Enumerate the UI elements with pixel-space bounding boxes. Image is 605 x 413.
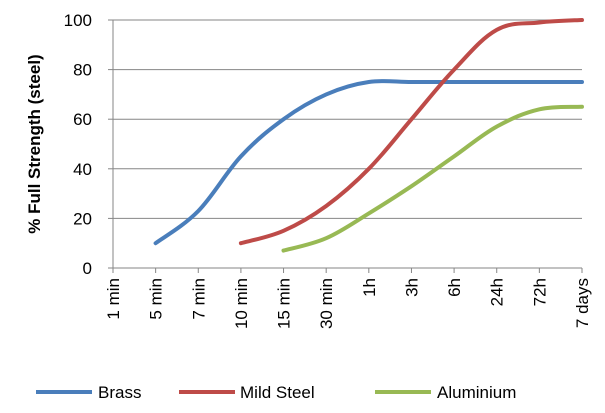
x-tick-label: 7 days xyxy=(573,278,592,328)
x-tick-label: 24h xyxy=(488,278,507,306)
gridlines xyxy=(113,19,582,219)
x-tick-label: 1h xyxy=(360,278,379,297)
x-tick-label: 3h xyxy=(402,278,421,297)
legend-item: Mild Steel xyxy=(179,383,315,402)
x-tick-label: 30 min xyxy=(317,278,336,329)
y-tick-label: 100 xyxy=(64,11,92,30)
legend-label: Aluminium xyxy=(437,383,516,402)
x-tick-label: 5 min xyxy=(147,278,166,320)
y-tick-label: 60 xyxy=(73,110,92,129)
x-tick-label: 72h xyxy=(530,278,549,306)
series-line-brass xyxy=(153,79,584,246)
legend-label: Mild Steel xyxy=(240,383,315,402)
y-tick-label: 40 xyxy=(73,160,92,179)
y-tick-label: 0 xyxy=(83,259,92,278)
legend-label: Brass xyxy=(98,383,141,402)
x-tick-label: 15 min xyxy=(275,278,294,329)
series-lines xyxy=(153,18,584,253)
y-tick-label: 20 xyxy=(73,209,92,228)
x-tick-label: 7 min xyxy=(189,278,208,320)
axes xyxy=(108,19,583,273)
x-tick-label: 10 min xyxy=(232,278,251,329)
series-line-aluminium xyxy=(281,104,584,253)
legend-item: Aluminium xyxy=(375,383,516,402)
x-tick-label: 1 min xyxy=(104,278,123,320)
y-tick-label: 80 xyxy=(73,61,92,80)
y-axis-title: % Full Strength (steel) xyxy=(25,54,44,233)
tick-labels: 0 20 40 60 80 100 1 min 5 min 7 min 10 min 15 min 3… xyxy=(64,11,592,329)
legend: Brass Mild Steel Aluminium xyxy=(36,383,516,402)
x-tick-label: 6h xyxy=(445,278,464,297)
legend-item: Brass xyxy=(36,383,141,402)
series-line-mild-steel xyxy=(238,18,584,246)
